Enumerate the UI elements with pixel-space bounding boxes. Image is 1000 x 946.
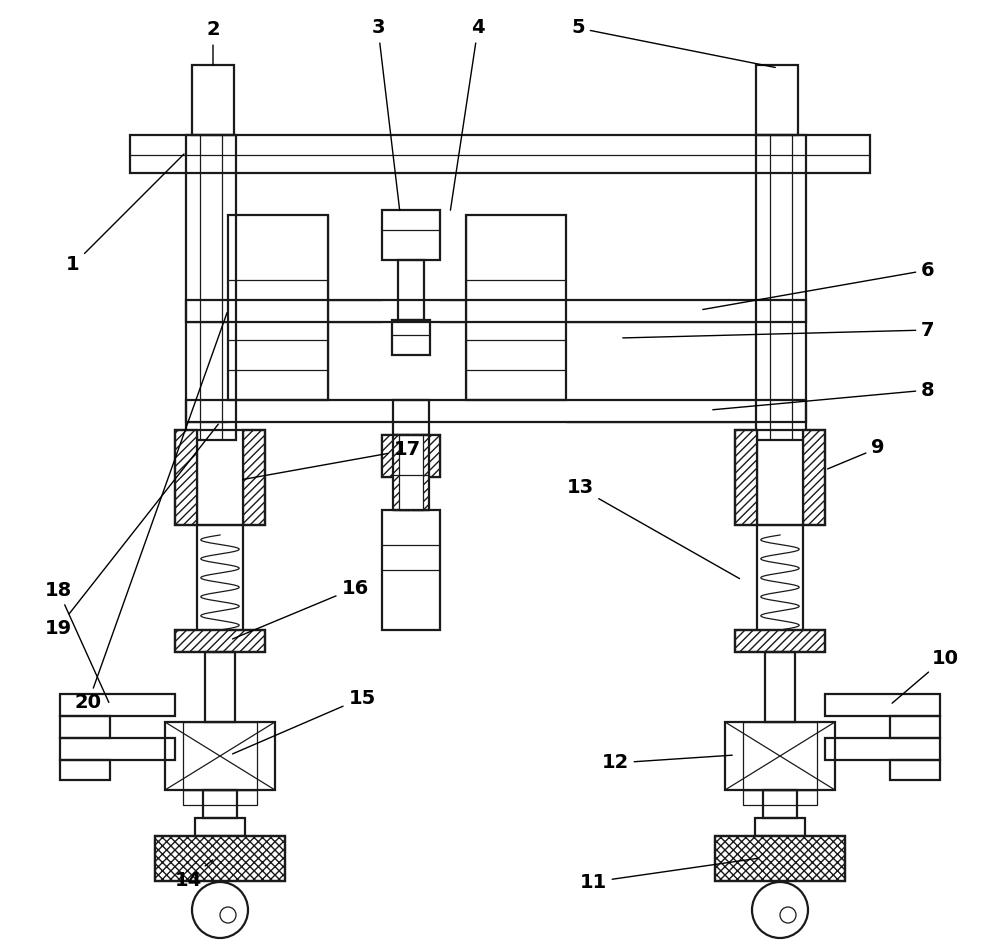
Bar: [756, 65, 798, 135]
Bar: [393, 435, 409, 510]
Bar: [175, 630, 265, 652]
Text: 10: 10: [892, 649, 958, 703]
Bar: [175, 430, 197, 525]
Bar: [186, 135, 236, 440]
Bar: [735, 430, 825, 525]
Bar: [382, 435, 440, 477]
Text: 20: 20: [74, 312, 227, 712]
Bar: [155, 836, 285, 881]
Bar: [195, 818, 245, 836]
Bar: [890, 716, 940, 738]
Text: 9: 9: [828, 439, 885, 469]
Text: 18: 18: [44, 581, 109, 703]
Bar: [725, 722, 835, 790]
Text: 13: 13: [566, 479, 740, 579]
Text: 8: 8: [713, 380, 935, 410]
Bar: [803, 430, 825, 525]
Bar: [715, 836, 845, 881]
Text: 6: 6: [703, 260, 935, 309]
Bar: [130, 135, 870, 173]
Bar: [186, 400, 806, 422]
Bar: [763, 790, 797, 818]
Bar: [743, 790, 817, 805]
Text: 11: 11: [579, 858, 757, 891]
Bar: [155, 836, 285, 881]
Bar: [60, 716, 110, 738]
Text: 16: 16: [233, 579, 369, 639]
Text: 3: 3: [371, 19, 400, 210]
Bar: [398, 260, 424, 320]
Bar: [228, 215, 328, 400]
Bar: [382, 510, 440, 630]
Text: 19: 19: [44, 424, 218, 638]
Bar: [735, 630, 825, 652]
Bar: [735, 430, 757, 525]
Bar: [243, 430, 265, 525]
Bar: [60, 760, 110, 780]
Bar: [165, 722, 275, 790]
Text: 2: 2: [206, 21, 220, 65]
Bar: [382, 435, 440, 477]
Text: 14: 14: [174, 860, 213, 889]
Bar: [890, 760, 940, 780]
Bar: [825, 738, 940, 760]
Bar: [205, 652, 235, 722]
Bar: [203, 790, 237, 818]
Bar: [756, 135, 806, 440]
Bar: [60, 694, 175, 716]
Bar: [183, 790, 257, 805]
Text: 17: 17: [243, 441, 421, 480]
Bar: [60, 738, 175, 760]
Bar: [175, 630, 265, 652]
Bar: [413, 435, 429, 510]
Bar: [175, 430, 265, 525]
Bar: [825, 694, 940, 716]
Bar: [743, 722, 817, 790]
Bar: [715, 836, 845, 881]
Text: 5: 5: [571, 19, 775, 67]
Bar: [735, 630, 825, 652]
Bar: [393, 400, 429, 435]
Bar: [466, 215, 566, 400]
Bar: [755, 818, 805, 836]
Bar: [757, 525, 803, 640]
Bar: [183, 722, 257, 790]
Text: 4: 4: [450, 19, 485, 210]
Bar: [399, 435, 423, 510]
Bar: [197, 525, 243, 640]
Text: 12: 12: [601, 754, 732, 773]
Bar: [382, 210, 440, 260]
Bar: [765, 652, 795, 722]
Text: 15: 15: [233, 689, 376, 754]
Bar: [186, 300, 806, 322]
Text: 7: 7: [623, 321, 935, 340]
Bar: [192, 65, 234, 135]
Bar: [392, 320, 430, 355]
Text: 1: 1: [66, 154, 184, 274]
